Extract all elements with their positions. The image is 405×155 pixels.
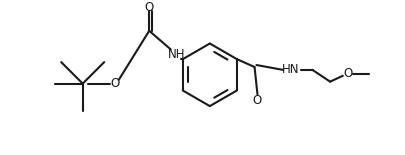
Text: NH: NH bbox=[168, 48, 185, 61]
Text: O: O bbox=[145, 1, 154, 14]
Text: O: O bbox=[343, 67, 352, 80]
Text: O: O bbox=[110, 77, 119, 90]
Text: O: O bbox=[253, 94, 262, 107]
Text: HN: HN bbox=[282, 63, 300, 76]
